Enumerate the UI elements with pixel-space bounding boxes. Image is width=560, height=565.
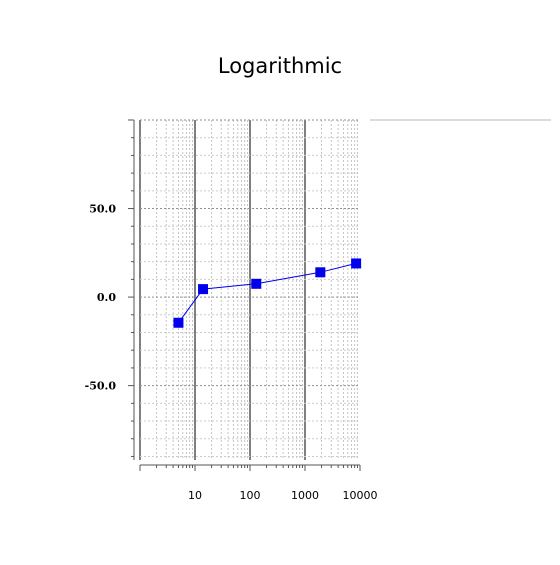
x-tick-label: 100 bbox=[240, 489, 261, 502]
y-tick-label: 50.0 bbox=[89, 203, 116, 216]
data-point-marker bbox=[351, 258, 362, 269]
data-point-marker bbox=[315, 267, 326, 278]
x-tick-label: 10000 bbox=[343, 489, 378, 502]
chart-title: Logarithmic bbox=[217, 54, 343, 78]
data-point-marker bbox=[173, 317, 184, 328]
data-point-marker bbox=[251, 278, 262, 289]
y-tick-label: -50.0 bbox=[85, 380, 117, 393]
axis-layer bbox=[128, 119, 361, 471]
grid-layer bbox=[139, 119, 360, 460]
x-tick-label: 1000 bbox=[291, 489, 319, 502]
y-tick-label: 0.0 bbox=[97, 291, 116, 304]
x-tick-label: 10 bbox=[188, 489, 202, 502]
series-layer bbox=[173, 258, 362, 328]
data-point-marker bbox=[198, 284, 209, 295]
tick-label-layer: 50.0 0.0 -50.0 10 100 1000 10000 bbox=[85, 203, 378, 502]
